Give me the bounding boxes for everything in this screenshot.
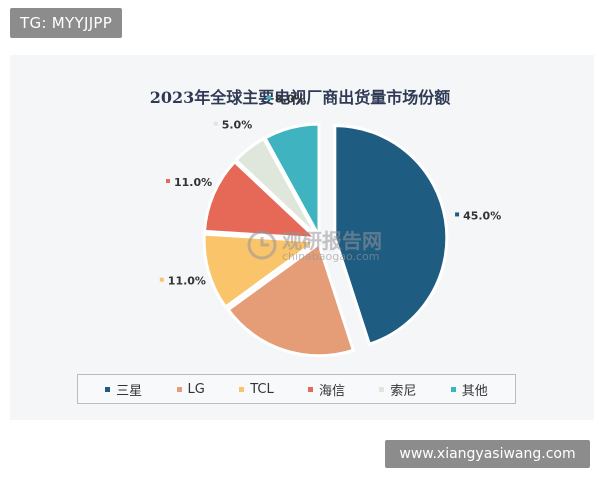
pie-slice-3 [202,159,321,241]
slice-label-3: 11.0% [166,176,212,189]
legend-swatch-1 [176,386,182,392]
watermark-sub: chinabaogao.com [282,250,380,263]
slice-value-label-5: 8.0% [275,93,306,106]
legend-item-3: 海信 [308,380,345,399]
pie-slice-4 [233,136,319,238]
slice-label-5: 8.0% [266,93,306,106]
legend-item-0: 三星 [105,380,142,399]
legend-label-1: LG [187,381,205,397]
legend-label-4: 索尼 [390,383,417,399]
legend-item-4: 索尼 [379,380,416,399]
slice-label-marker-2 [159,277,164,282]
legend-swatch-5 [450,386,456,392]
tg-badge: TG: MYYJJPP [10,8,123,38]
slice-label-0: 45.0% [455,209,501,222]
legend-label-0: 三星 [116,383,143,399]
watermark-main: 观研报告网 [282,229,382,253]
chart-legend: 三星 LG TCL 海信 索尼 其他 [77,374,516,404]
slice-label-4: 5.0% [213,119,253,132]
watermark-logo-icon [247,230,277,260]
legend-label-2: TCL [250,381,274,397]
legend-item-1: LG [176,381,205,397]
legend-label-3: 海信 [319,383,346,399]
pie-slice-1 [226,241,356,358]
legend-swatch-3 [308,386,314,392]
slice-value-label-0: 45.0% [463,209,501,222]
slice-label-marker-5 [266,95,271,100]
legend-item-2: TCL [239,382,274,397]
chart-title: 2023年全球主要电视厂商出货量市场份额 [149,88,451,107]
legend-label-5: 其他 [461,383,488,399]
slice-value-label-4: 5.0% [222,119,253,132]
slice-label-marker-3 [166,179,171,184]
legend-item-5: 其他 [450,380,488,399]
site-badge: www.xiangyasiwang.com [385,440,590,468]
watermark: 观研报告网 chinabaogao.com [240,225,410,275]
slice-label-marker-0 [455,212,460,217]
legend-swatch-2 [239,386,245,392]
slice-label-2: 11.0% [159,275,206,288]
slice-label-marker-4 [213,121,218,126]
pie-slice-2 [202,232,321,310]
slice-value-label-3: 11.0% [174,176,212,189]
pie-slice-0 [333,124,449,347]
legend-swatch-4 [379,386,385,392]
pie-slice-5 [263,122,321,237]
slice-value-label-2: 11.0% [168,275,206,288]
legend-swatch-0 [105,386,111,392]
